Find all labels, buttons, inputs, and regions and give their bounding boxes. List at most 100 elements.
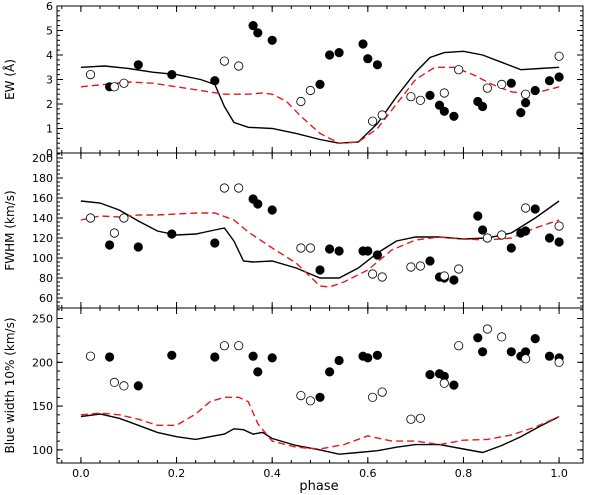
data-point-filled bbox=[315, 79, 325, 90]
y-tick-label: 5 bbox=[46, 25, 53, 38]
data-point-filled bbox=[439, 106, 449, 116]
data-point-open bbox=[520, 203, 531, 213]
data-point-open bbox=[367, 392, 378, 402]
panel-frame bbox=[56, 152, 584, 309]
x-axis-label: phase bbox=[299, 479, 338, 494]
data-point-open bbox=[554, 357, 564, 367]
model-line-red-dashed bbox=[80, 212, 560, 288]
data-point-open bbox=[234, 61, 244, 71]
data-point-filled bbox=[167, 70, 177, 80]
data-point-open bbox=[305, 243, 315, 253]
data-point-open bbox=[367, 116, 378, 126]
data-point-filled bbox=[363, 54, 373, 64]
data-point-open bbox=[482, 233, 492, 243]
data-point-open bbox=[219, 56, 229, 66]
data-point-open bbox=[377, 387, 387, 397]
data-point-filled bbox=[449, 275, 459, 285]
data-point-filled bbox=[133, 60, 143, 70]
data-point-open bbox=[454, 341, 464, 351]
panel-top: 0 1 2 3 4 5 6 EW (Å) bbox=[2, 0, 584, 160]
data-point-filled bbox=[425, 369, 435, 380]
data-point-filled bbox=[520, 98, 531, 108]
data-point-filled bbox=[372, 250, 382, 260]
model-line-black bbox=[80, 413, 560, 455]
data-point-filled bbox=[473, 333, 483, 343]
y-tick-label: 200 bbox=[32, 356, 53, 369]
model-line-red-dashed bbox=[80, 66, 560, 144]
data-point-open bbox=[520, 354, 531, 364]
data-point-open bbox=[85, 70, 96, 80]
data-point-filled bbox=[253, 28, 263, 38]
data-point-filled bbox=[554, 237, 564, 247]
model-line-red-dashed bbox=[80, 396, 560, 450]
panel-frame bbox=[56, 5, 584, 154]
y-tick-label: 140 bbox=[32, 212, 53, 225]
data-point-filled bbox=[425, 90, 435, 101]
data-point-filled bbox=[167, 350, 177, 360]
data-point-filled bbox=[363, 353, 373, 363]
panels-group: 0 1 2 3 4 5 6 EW (Å) 60 80 100 120 140 160 180 200 FWHM … bbox=[2, 0, 584, 480]
data-point-open bbox=[109, 82, 120, 92]
data-point-open bbox=[85, 351, 96, 361]
data-point-filled bbox=[334, 355, 344, 366]
data-point-filled bbox=[530, 85, 540, 96]
y-tick-label: 6 bbox=[46, 0, 53, 13]
x-tick-label: 0.4 bbox=[263, 467, 281, 480]
model-line-black bbox=[80, 200, 560, 279]
y-tick-label: 1 bbox=[46, 123, 53, 136]
data-point-open bbox=[406, 92, 416, 102]
data-point-open bbox=[296, 243, 306, 253]
data-point-open bbox=[482, 83, 492, 93]
data-point-open bbox=[377, 272, 387, 282]
data-point-filled bbox=[248, 21, 258, 31]
y-tick-label: 160 bbox=[32, 192, 53, 205]
data-point-filled bbox=[133, 381, 143, 391]
data-point-open bbox=[109, 228, 120, 238]
data-point-open bbox=[296, 96, 306, 107]
data-point-open bbox=[554, 51, 564, 61]
data-point-open bbox=[367, 269, 378, 279]
data-point-open bbox=[497, 79, 507, 90]
data-point-filled bbox=[105, 352, 115, 362]
data-point-filled bbox=[253, 199, 263, 209]
data-point-filled bbox=[516, 108, 526, 118]
data-point-filled bbox=[133, 242, 143, 252]
y-tick-label: 3 bbox=[46, 74, 53, 87]
data-point-open bbox=[305, 396, 315, 406]
y-tick-label: 200 bbox=[32, 152, 53, 165]
data-point-open bbox=[109, 377, 120, 387]
data-point-open bbox=[234, 183, 244, 193]
data-point-filled bbox=[253, 367, 263, 377]
panel-frame bbox=[56, 307, 584, 464]
data-point-filled bbox=[105, 240, 115, 250]
x-tick-label: 0.8 bbox=[455, 467, 473, 480]
data-point-filled bbox=[324, 244, 335, 254]
data-point-filled bbox=[506, 78, 516, 88]
data-point-open bbox=[296, 390, 306, 401]
data-point-filled bbox=[506, 243, 516, 253]
y-axis-label: FWHM (km/s) bbox=[3, 190, 17, 270]
data-point-filled bbox=[372, 60, 382, 70]
data-point-open bbox=[119, 381, 129, 391]
data-point-open bbox=[219, 341, 229, 351]
panel-bottom: 100 150 200 250 0.0 0.2 0.4 0.6 0.8 1.0 Blue width… bbox=[3, 307, 584, 480]
data-point-filled bbox=[477, 225, 488, 235]
data-point-open bbox=[454, 264, 464, 274]
data-point-filled bbox=[449, 111, 459, 121]
data-point-filled bbox=[334, 47, 344, 58]
data-point-filled bbox=[477, 347, 488, 357]
data-point-open bbox=[497, 332, 507, 342]
data-point-filled bbox=[363, 246, 373, 256]
data-point-open bbox=[415, 261, 425, 271]
data-point-filled bbox=[248, 351, 258, 361]
data-point-open bbox=[406, 262, 416, 272]
data-point-filled bbox=[315, 265, 325, 275]
y-tick-label: 80 bbox=[39, 272, 53, 285]
data-point-filled bbox=[267, 205, 277, 215]
data-point-open bbox=[305, 85, 315, 96]
data-point-open bbox=[85, 213, 96, 223]
data-point-filled bbox=[477, 101, 488, 112]
data-point-open bbox=[439, 271, 449, 281]
data-point-open bbox=[415, 95, 425, 105]
y-tick-label: 2 bbox=[46, 98, 53, 111]
